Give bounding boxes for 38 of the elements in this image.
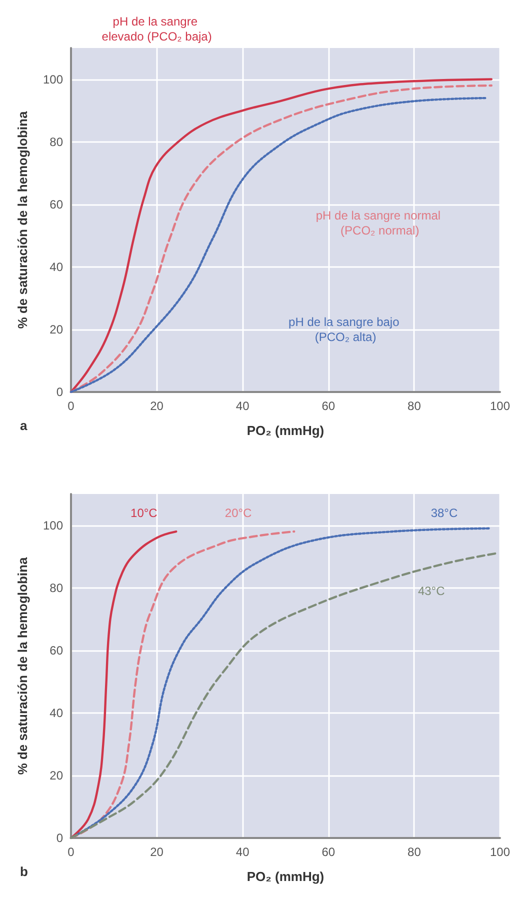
x-tick-label: 100 <box>490 399 510 413</box>
series-label: 38°C <box>430 506 458 520</box>
x-axis-title: PO₂ (mmHg) <box>246 423 324 438</box>
y-tick-label: 60 <box>50 197 64 212</box>
x-axis-title: PO₂ (mmHg) <box>246 869 324 884</box>
x-tick-label: 100 <box>490 845 510 859</box>
y-tick-label: 20 <box>50 322 64 336</box>
series-label: 10°C <box>130 506 158 520</box>
y-tick-label: 80 <box>50 134 64 149</box>
x-tick-label: 60 <box>322 399 336 413</box>
y-axis-title: % de saturación de la hemoglobina <box>15 556 30 775</box>
text: b <box>20 864 28 879</box>
series-label: 43°C <box>418 584 446 598</box>
text: a <box>20 418 28 433</box>
y-tick-label: 20 <box>50 768 64 782</box>
x-tick-label: 40 <box>236 845 250 859</box>
y-axis-title: % de saturación de la hemoglobina <box>15 110 30 329</box>
series-label: 20°C <box>224 506 252 520</box>
x-tick-label: 20 <box>150 399 164 413</box>
y-tick-label: 100 <box>42 518 64 532</box>
x-tick-label: 60 <box>322 845 336 859</box>
y-tick-label: 0 <box>56 385 64 399</box>
x-tick-label: 80 <box>408 399 422 413</box>
x-tick-label: 80 <box>408 845 422 859</box>
y-tick-label: 0 <box>56 831 64 845</box>
y-tick-label: 60 <box>50 643 64 658</box>
y-tick-label: 40 <box>50 260 64 274</box>
x-tick-label: 0 <box>68 845 75 859</box>
y-tick-label: 80 <box>50 580 64 595</box>
line-series <box>70 530 178 840</box>
text: pH de la sangre bajo (PCO₂ alta) <box>288 314 403 344</box>
x-tick-label: 40 <box>236 399 250 413</box>
x-tick-label: 0 <box>68 399 75 413</box>
text: pH de la sangre normal (PCO₂ normal) <box>316 208 444 238</box>
y-tick-label: 40 <box>50 706 64 720</box>
x-tick-label: 20 <box>150 845 164 859</box>
text: pH de la sangre elevado (PCO₂ baja) <box>102 14 212 44</box>
y-tick-label: 100 <box>42 72 64 86</box>
